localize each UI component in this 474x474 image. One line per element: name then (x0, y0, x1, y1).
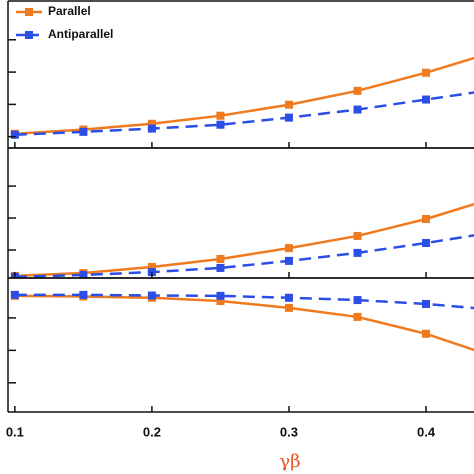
marker (216, 291, 225, 300)
marker (284, 244, 293, 253)
marker (422, 68, 431, 77)
marker (353, 86, 362, 95)
x-axis-label: γβ (279, 451, 300, 472)
marker (422, 95, 431, 104)
legend-label: Parallel (48, 4, 91, 18)
x-tick-label: 0.2 (143, 424, 161, 439)
x-tick-label: 0.1 (6, 424, 24, 439)
marker (422, 299, 431, 308)
plot-area (10, 202, 474, 278)
marker (216, 254, 225, 263)
marker (284, 113, 293, 122)
marker (353, 105, 362, 114)
marker (10, 130, 19, 139)
marker (353, 231, 362, 240)
marker (79, 127, 88, 136)
marker (284, 100, 293, 109)
x-tick-label: 0.4 (417, 424, 436, 439)
marker (422, 214, 431, 223)
legend-marker (25, 31, 33, 39)
marker (284, 256, 293, 265)
marker (216, 120, 225, 129)
marker (216, 263, 225, 272)
marker (216, 111, 225, 120)
marker (353, 296, 362, 305)
marker (147, 124, 156, 133)
marker (10, 290, 19, 299)
series-line (14, 234, 474, 278)
marker (79, 290, 88, 299)
series-line (14, 91, 474, 137)
marker (353, 248, 362, 257)
marker (422, 329, 431, 338)
marker (147, 291, 156, 300)
series-line (14, 202, 474, 278)
x-tick-label: 0.3 (280, 424, 298, 439)
marker (422, 238, 431, 247)
legend-label: Antiparallel (48, 27, 113, 41)
marker (216, 297, 225, 306)
legend-marker (25, 8, 33, 16)
series-line (14, 294, 474, 352)
marker (284, 303, 293, 312)
marker (147, 119, 156, 128)
series-line (14, 56, 474, 136)
series-line (14, 293, 474, 310)
marker (284, 293, 293, 302)
marker (353, 312, 362, 321)
marker (79, 270, 88, 278)
plot-area (10, 56, 474, 139)
marker (147, 262, 156, 271)
plot-area (10, 290, 474, 352)
